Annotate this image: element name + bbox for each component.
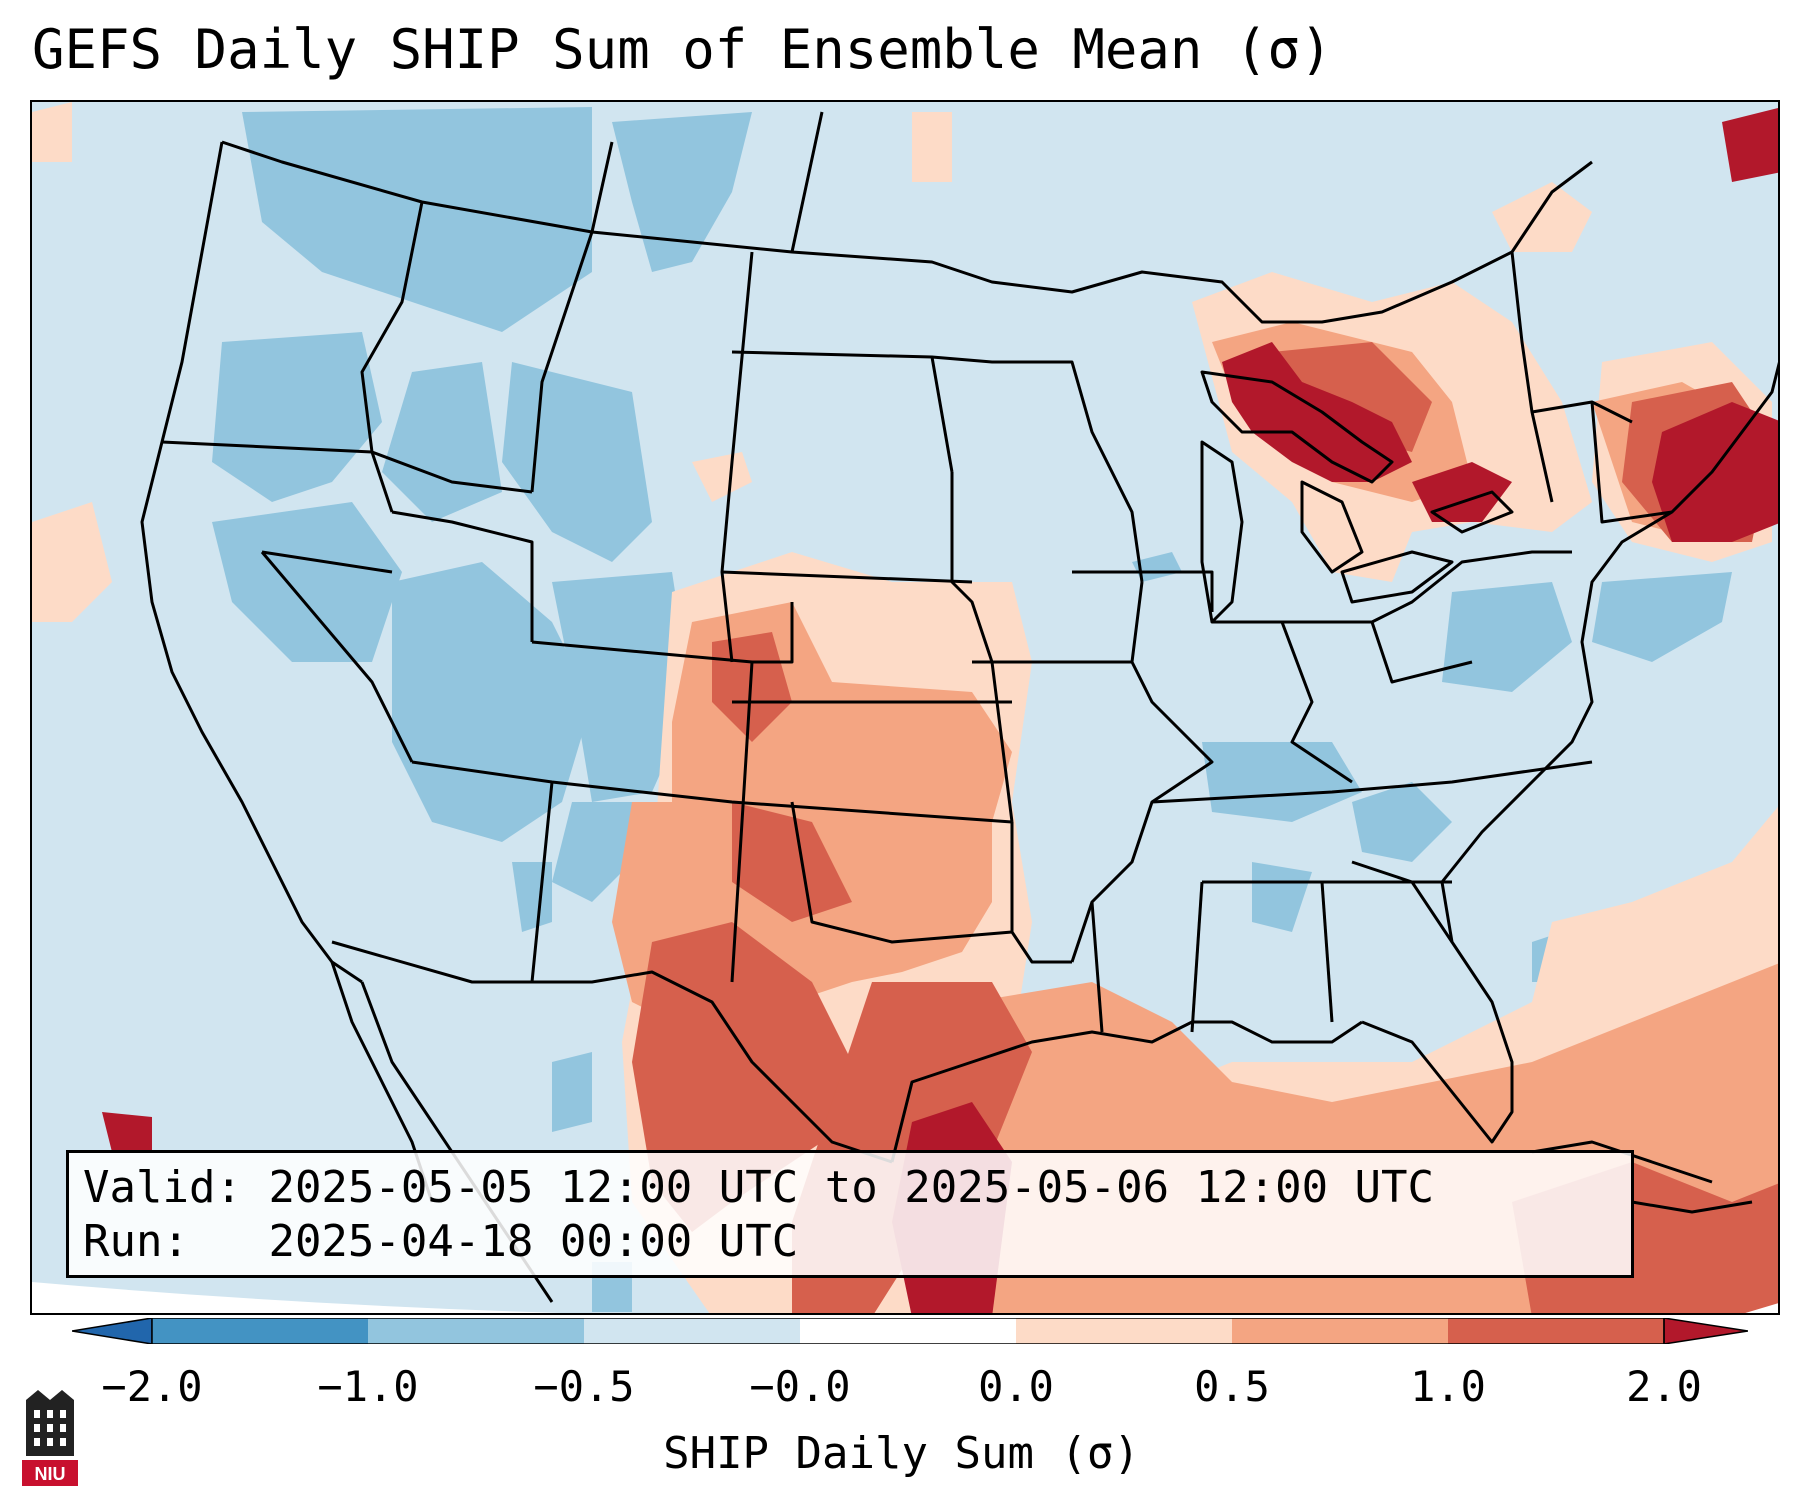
colorbar-tick: 2.0: [1626, 1362, 1702, 1411]
colorbar-tick: 0.5: [1194, 1362, 1270, 1411]
run-label: Run:: [83, 1216, 189, 1267]
lake-michigan: [1200, 440, 1244, 624]
lake-superior: [1200, 370, 1394, 484]
map-title: GEFS Daily SHIP Sum of Ensemble Mean (σ): [32, 18, 1333, 81]
florida-coast: [1361, 881, 1514, 1144]
map-panel: [30, 100, 1780, 1315]
valid-value: 2025-05-05 12:00 UTC to 2025-05-06 12:00…: [268, 1162, 1435, 1213]
gulf-coast: [890, 1020, 1363, 1163]
colorbar-extend-high: [1663, 1318, 1748, 1344]
colorbar-seg-5: [1016, 1318, 1232, 1344]
run-value: 2025-04-18 00:00 UTC: [268, 1216, 799, 1267]
off-projection-region: [32, 1282, 562, 1313]
field-negative-patches: [212, 107, 1732, 1312]
colorbar-tick: −2.0: [101, 1362, 203, 1411]
lake-ontario: [1430, 490, 1514, 534]
ship-field-map: [32, 102, 1778, 1313]
niu-logo-icon: NIU: [22, 1390, 78, 1486]
west-coast: [140, 141, 363, 984]
colorbar-seg-2: [368, 1318, 584, 1344]
colorbar-seg-4: [800, 1318, 1016, 1344]
east-coast: [1440, 361, 1778, 883]
run-line: Run: 2025-04-18 00:00 UTC: [83, 1215, 1617, 1269]
us-canada-border: [221, 140, 1593, 324]
colorbar: [72, 1318, 1748, 1344]
coastlines-and-borders: [140, 111, 1778, 1303]
colorbar-extend-low: [72, 1318, 153, 1344]
valid-label: Valid:: [83, 1162, 242, 1213]
valid-line: Valid: 2025-05-05 12:00 UTC to 2025-05-0…: [83, 1161, 1617, 1215]
colorbar-seg-7: [1448, 1318, 1664, 1344]
colorbar-tick: −0.0: [749, 1362, 851, 1411]
valid-run-info-box: Valid: 2025-05-05 12:00 UTC to 2025-05-0…: [66, 1150, 1634, 1278]
colorbar-seg-3: [584, 1318, 800, 1344]
colorbar-tick: 1.0: [1410, 1362, 1486, 1411]
logo-text: NIU: [35, 1464, 66, 1484]
colorbar-tick: 0.0: [978, 1362, 1054, 1411]
colorbar-seg-1: [152, 1318, 368, 1344]
colorbar-tick: −0.5: [533, 1362, 635, 1411]
colorbar-tick: −1.0: [317, 1362, 419, 1411]
lake-erie: [1340, 550, 1454, 604]
colorbar-seg-6: [1232, 1318, 1448, 1344]
us-mexico-border: [331, 940, 893, 1164]
colorbar-label: SHIP Daily Sum (σ): [663, 1428, 1140, 1479]
lake-huron: [1300, 480, 1364, 574]
